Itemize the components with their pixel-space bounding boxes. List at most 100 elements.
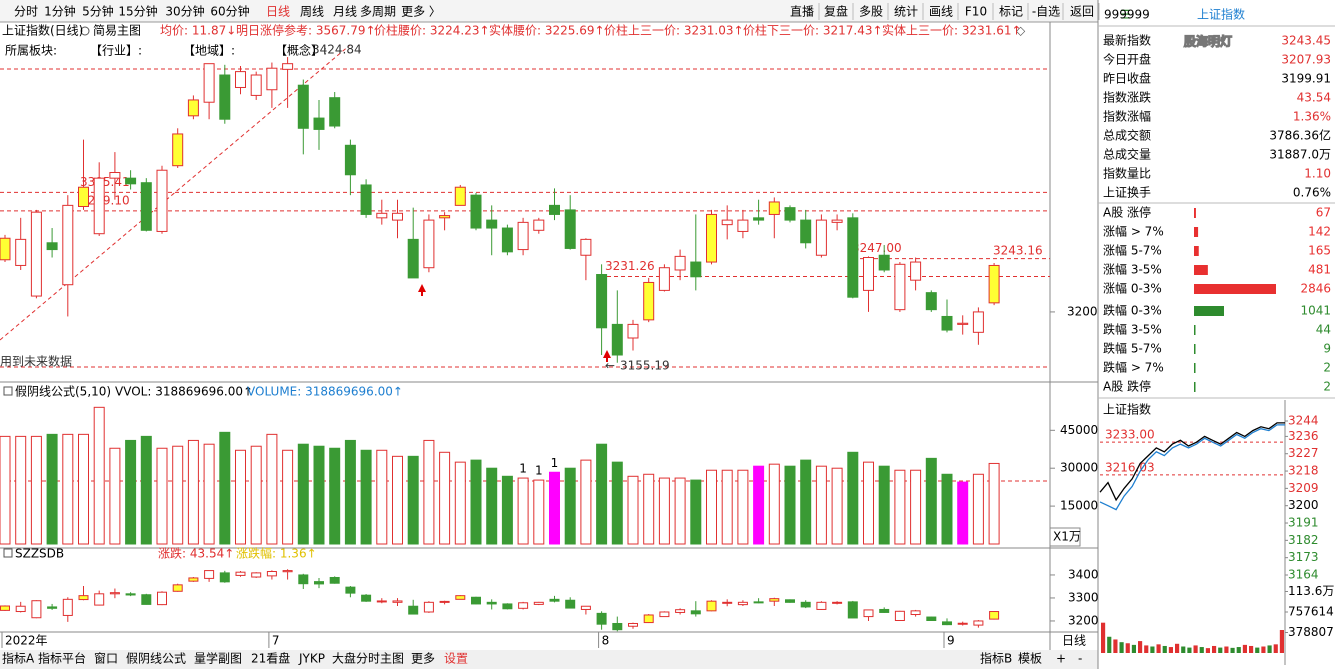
breadth-bar <box>1194 325 1196 335</box>
level-label: 3231.26 <box>605 259 655 273</box>
tab[interactable]: 指标B <box>980 651 1012 666</box>
toolbar-button[interactable]: 画线 <box>929 5 953 19</box>
breadth-value: 2846 <box>1300 282 1331 296</box>
period-tab[interactable]: 15分钟 <box>118 4 157 19</box>
toolbar-button[interactable]: -自选 <box>1032 5 1060 19</box>
indicator-value: 明日涨停参考: 3567.79↑ <box>236 23 376 38</box>
candle-body <box>31 600 42 619</box>
toolbar-button[interactable]: F10 <box>965 5 987 19</box>
volume-bar <box>172 445 184 545</box>
level-label: 3216.03 <box>1105 460 1155 474</box>
period-tab[interactable]: 更多 〉 <box>401 5 441 19</box>
toolbar-bg <box>0 0 1098 22</box>
volume-bar <box>533 479 545 545</box>
tab[interactable]: 21看盘 <box>251 651 290 666</box>
period-tab[interactable]: 多周期 <box>360 5 396 19</box>
sector-label: 【行业】: <box>90 44 142 58</box>
candle-body <box>737 219 749 232</box>
period-tab[interactable]: 日线 <box>266 5 290 19</box>
toolbar-button[interactable]: 统计 <box>894 5 918 19</box>
y-tick-label: 3400 <box>1068 567 1099 581</box>
toolbar-button[interactable]: 返回 <box>1070 5 1094 19</box>
icon <box>3 386 13 396</box>
candle-body <box>910 610 921 616</box>
sector-label: 【地域】: <box>183 44 235 58</box>
breadth-value: 44 <box>1316 323 1331 337</box>
period-tab[interactable]: 1分钟 <box>44 4 76 19</box>
mini-volume-bar <box>1267 645 1272 653</box>
period-tab[interactable]: 分时 <box>14 5 38 19</box>
tab[interactable]: 模板 <box>1018 652 1042 666</box>
y-tick-label: 3218 <box>1288 464 1319 478</box>
y-tick-label: 3209 <box>1288 481 1319 495</box>
tab[interactable]: - <box>1078 652 1082 666</box>
breadth-label: 涨幅 0-3% <box>1103 281 1162 296</box>
volume-bar <box>910 469 922 545</box>
candle-body <box>549 598 560 602</box>
candle-body <box>15 238 27 266</box>
candle-body <box>611 323 623 356</box>
tab[interactable]: JYKP <box>298 652 325 666</box>
tab[interactable]: 窗口 <box>94 652 118 666</box>
volume-bar <box>30 435 42 545</box>
tab[interactable]: 指标平台 <box>38 651 86 666</box>
candle-body <box>628 622 638 627</box>
candle-body <box>471 596 481 605</box>
candle-body <box>188 577 199 582</box>
period-tab[interactable]: 60分钟 <box>210 4 249 19</box>
mini-volume-bar <box>1193 645 1198 653</box>
indicator-value: 涨跌幅: 1.36↑ <box>236 546 317 561</box>
candle-body <box>62 598 73 616</box>
candle-body <box>565 599 576 609</box>
breadth-bar <box>1194 382 1196 392</box>
toolbar-button[interactable]: 复盘 <box>824 4 848 19</box>
breadth-value: 142 <box>1308 225 1331 239</box>
tab[interactable]: 假阴线公式 <box>126 652 186 666</box>
candle-body <box>282 570 293 573</box>
candle-body <box>706 600 717 612</box>
tab[interactable]: 大盘分时主图 <box>332 651 404 666</box>
tab[interactable]: 设置 <box>444 652 468 666</box>
volume-bar <box>203 443 215 545</box>
candle-body <box>957 622 968 625</box>
candle-body <box>737 601 748 606</box>
tab[interactable]: 指标A <box>2 651 35 666</box>
unit-label: X1万 <box>1053 530 1081 544</box>
candle-body <box>439 600 450 603</box>
toolbar-button[interactable]: 标记 <box>999 5 1023 19</box>
tab[interactable]: 量学副图 <box>194 651 242 666</box>
level-label: 3289.10 <box>80 193 130 207</box>
quote-value: 3243.45 <box>1281 34 1331 48</box>
mini-volume-bar <box>1187 647 1192 653</box>
x-tick-label: 2022年 <box>5 634 48 648</box>
candle-body <box>784 207 796 221</box>
candle-body <box>329 97 341 127</box>
candle-body <box>988 264 1000 304</box>
period-tab[interactable]: 周线 <box>300 5 324 19</box>
candle-body <box>204 570 215 579</box>
candle-body <box>376 212 388 219</box>
period-tab[interactable]: 月线 <box>333 5 357 19</box>
mini-volume-bar <box>1150 646 1155 653</box>
signal-arrow <box>603 350 611 362</box>
volume-bar <box>768 463 780 545</box>
candle-body <box>251 572 262 578</box>
toolbar-button[interactable]: 直播 <box>790 5 814 19</box>
volume-bar <box>187 439 199 545</box>
candle-body <box>250 74 262 96</box>
candle-body <box>502 603 513 610</box>
period-tab[interactable]: 30分钟 <box>165 4 204 19</box>
stock-code: 999999 <box>1104 8 1150 22</box>
breadth-bar <box>1194 227 1199 237</box>
volume-bar <box>753 465 765 545</box>
period-tab[interactable]: 5分钟 <box>82 4 114 19</box>
volume-bar <box>643 473 655 545</box>
breadth-value: 67 <box>1316 206 1331 220</box>
breadth-label: 跌幅 0-3% <box>1103 303 1162 318</box>
tab[interactable]: 更多 <box>411 652 435 666</box>
tab[interactable]: + <box>1056 652 1066 666</box>
y-tick-label: 3164 <box>1288 568 1319 582</box>
indicator-value: 价柱下三一价: 3217.43↑ <box>743 23 883 38</box>
quote-label: 最新指数 <box>1103 33 1151 48</box>
toolbar-button[interactable]: 多股 <box>859 5 883 19</box>
